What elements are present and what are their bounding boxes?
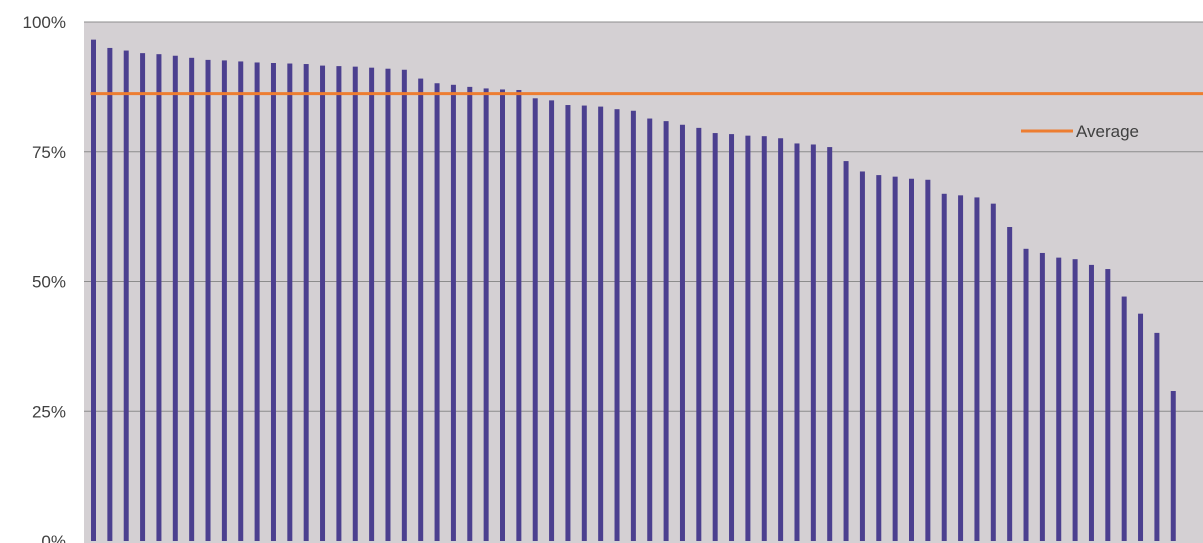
bars bbox=[91, 39, 1176, 542]
bar bbox=[140, 53, 146, 541]
bar bbox=[565, 105, 571, 541]
bar bbox=[123, 50, 129, 542]
bar bbox=[892, 176, 898, 542]
bar bbox=[352, 66, 358, 541]
bar bbox=[679, 124, 685, 542]
bar bbox=[369, 67, 375, 541]
y-tick-label: 100% bbox=[23, 13, 66, 32]
bar bbox=[745, 135, 751, 541]
bar bbox=[1170, 391, 1176, 541]
bar bbox=[827, 147, 833, 542]
legend: Average bbox=[1021, 122, 1139, 141]
bar bbox=[696, 127, 702, 541]
bar bbox=[1121, 296, 1127, 541]
bar bbox=[1138, 313, 1144, 541]
y-axis-tick-labels: 0% 25% 50% 75% 100% bbox=[23, 13, 66, 543]
bar bbox=[1072, 259, 1078, 541]
bar bbox=[238, 61, 244, 541]
bar bbox=[990, 203, 996, 541]
y-tick-label: 0% bbox=[41, 532, 66, 543]
y-tick-label: 75% bbox=[32, 143, 66, 162]
bar bbox=[434, 83, 440, 541]
bar bbox=[614, 109, 620, 541]
bar bbox=[320, 65, 326, 541]
bar bbox=[925, 179, 931, 541]
bar bbox=[254, 62, 260, 542]
plot-area bbox=[84, 22, 1203, 543]
bar bbox=[647, 118, 653, 541]
bar bbox=[909, 178, 914, 541]
bar bbox=[761, 136, 767, 541]
bar bbox=[810, 144, 816, 541]
bar bbox=[385, 68, 391, 542]
bar bbox=[598, 106, 604, 542]
bar bbox=[549, 100, 555, 541]
bar bbox=[205, 59, 211, 542]
bar bbox=[778, 138, 784, 542]
bar bbox=[663, 121, 669, 541]
bar bbox=[974, 197, 980, 541]
bar bbox=[401, 69, 407, 542]
y-tick-label: 50% bbox=[32, 273, 66, 292]
bar bbox=[467, 86, 473, 541]
bar bbox=[418, 78, 424, 542]
bar bbox=[107, 47, 113, 541]
bar bbox=[1088, 264, 1094, 541]
bar bbox=[843, 161, 849, 542]
bar bbox=[1023, 248, 1029, 542]
y-tick-label: 25% bbox=[32, 402, 66, 421]
bar bbox=[1039, 252, 1045, 541]
bar bbox=[270, 63, 276, 541]
bar bbox=[172, 55, 178, 542]
bar bbox=[500, 89, 505, 541]
bar bbox=[630, 110, 636, 542]
bar bbox=[516, 89, 522, 541]
bar bbox=[794, 143, 800, 542]
bar bbox=[1007, 227, 1013, 541]
bar bbox=[91, 39, 96, 542]
bar bbox=[221, 60, 227, 541]
bar bbox=[941, 193, 947, 541]
bar bbox=[876, 175, 882, 542]
bar bbox=[189, 57, 195, 541]
bar bbox=[336, 66, 342, 542]
bar bbox=[958, 195, 964, 541]
bar bbox=[532, 98, 538, 541]
bar bbox=[287, 63, 293, 542]
bar bbox=[450, 84, 456, 541]
legend-average-label: Average bbox=[1076, 122, 1139, 141]
bar bbox=[859, 171, 865, 542]
bar bbox=[712, 133, 718, 542]
bar bbox=[483, 88, 489, 541]
bar bbox=[156, 54, 162, 541]
bar bbox=[303, 64, 309, 541]
gridlines bbox=[84, 21, 1203, 412]
bar bbox=[1056, 257, 1062, 541]
bar bbox=[729, 134, 735, 541]
bar bbox=[1105, 269, 1111, 541]
bar bbox=[1154, 332, 1160, 541]
bar bbox=[581, 105, 587, 542]
